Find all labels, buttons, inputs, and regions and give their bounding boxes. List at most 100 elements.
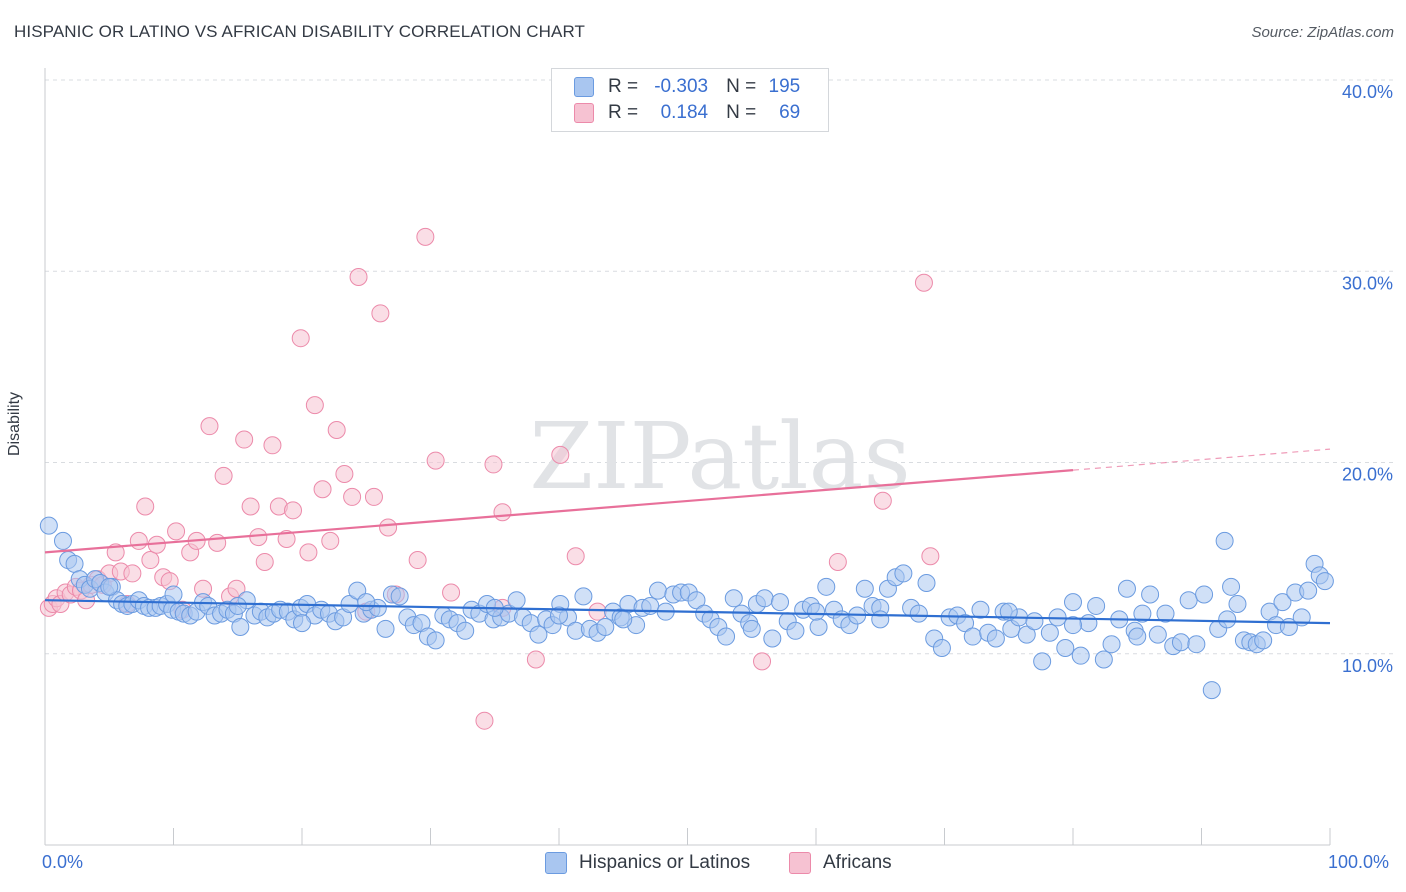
african-point	[828, 552, 847, 571]
hispanic-point	[164, 585, 183, 604]
hispanic-point	[228, 596, 247, 615]
gridlines	[45, 79, 1395, 655]
hispanic-point	[1195, 585, 1214, 604]
x-tick-label-max: 100.0%	[1328, 852, 1390, 872]
x-tick-label-min: 0.0%	[42, 852, 84, 872]
african-point	[493, 503, 512, 522]
african-point	[566, 547, 585, 566]
hispanic-point	[1079, 614, 1098, 633]
african-trend-extension	[1072, 448, 1331, 471]
hispanic-point	[932, 639, 951, 658]
african-point	[200, 417, 219, 436]
y-tick-label: 10.0%	[1342, 656, 1393, 676]
african-point	[371, 304, 390, 323]
african-point	[349, 267, 368, 286]
hispanic-point	[1071, 646, 1090, 665]
n-value-hispanic: 195	[768, 76, 801, 97]
hispanic-point	[100, 577, 119, 596]
hispanic-point	[550, 606, 568, 625]
hispanic-point	[1025, 612, 1044, 631]
african-point	[313, 480, 332, 499]
hispanic-point	[742, 619, 761, 638]
hispanic-point	[1228, 595, 1247, 614]
african-point	[426, 451, 445, 470]
hispanic-point	[971, 600, 990, 619]
hispanic-point	[894, 564, 913, 583]
hispanic-point	[763, 629, 782, 648]
african-points	[39, 227, 940, 730]
african-point	[136, 497, 155, 516]
legend-item-african[interactable]: Africans	[789, 852, 892, 874]
r-value-hispanic: -0.303	[654, 76, 709, 97]
african-legend-icon	[789, 852, 811, 874]
hispanic-point	[855, 579, 874, 598]
african-point	[167, 522, 186, 541]
hispanic-point	[786, 621, 805, 640]
hispanic-point	[956, 614, 975, 633]
hispanic-point	[1087, 596, 1106, 615]
hispanic-point	[1017, 625, 1036, 644]
hispanic-point	[1179, 591, 1198, 610]
african-point	[335, 464, 354, 483]
legend-row-african: R = 0.184 N = 69	[574, 100, 800, 126]
african-point	[442, 583, 461, 602]
hispanic-point	[909, 604, 928, 623]
hispanic-point	[376, 619, 395, 638]
y-tick-label: 20.0%	[1342, 465, 1393, 485]
hispanic-point	[1156, 604, 1175, 623]
hispanic-legend-icon	[545, 852, 567, 874]
hispanic-point	[1033, 652, 1052, 671]
y-tick-label: 30.0%	[1342, 273, 1393, 293]
hispanic-point	[1171, 633, 1190, 652]
hispanic-point	[390, 587, 409, 606]
y-tick-labels: 10.0% 20.0% 30.0% 40.0%	[1342, 82, 1393, 676]
n-label: N =	[726, 76, 757, 97]
hispanic-point	[1040, 623, 1059, 642]
trend-lines	[44, 448, 1331, 625]
y-tick-label: 40.0%	[1342, 82, 1393, 102]
n-label: N =	[726, 102, 757, 123]
hispanic-point	[1117, 579, 1136, 598]
hispanic-point	[755, 589, 774, 608]
legend-item-hispanic[interactable]: Hispanics or Latinos	[545, 852, 750, 874]
african-point	[408, 551, 427, 570]
hispanic-point	[293, 614, 311, 633]
african-trend-line	[44, 469, 1074, 554]
hispanic-point	[817, 577, 836, 596]
hispanic-point	[1299, 581, 1318, 600]
r-label: R =	[608, 76, 639, 97]
african-point	[299, 543, 318, 562]
hispanic-point	[231, 617, 250, 636]
african-point	[241, 497, 260, 516]
r-label: R =	[608, 102, 639, 123]
hispanic-point	[724, 589, 743, 608]
hispanic-trend-line	[44, 599, 1331, 625]
african-point	[129, 531, 148, 550]
hispanic-point	[426, 631, 445, 650]
african-point	[277, 530, 296, 548]
hispanic-point	[614, 610, 633, 629]
african-point	[141, 551, 160, 570]
hispanic-point	[809, 617, 828, 636]
hispanic-point	[529, 625, 548, 644]
chart-title: HISPANIC OR LATINO VS AFRICAN DISABILITY…	[14, 22, 585, 41]
hispanic-point	[1218, 610, 1237, 629]
legend-label-hispanic: Hispanics or Latinos	[579, 852, 751, 873]
african-point	[235, 430, 254, 449]
african-point	[484, 455, 503, 474]
hispanic-swatch-icon	[574, 77, 594, 97]
hispanic-point	[917, 573, 936, 592]
african-point	[249, 528, 268, 547]
r-value-african: 0.184	[660, 102, 709, 123]
hispanic-point	[357, 593, 376, 612]
hispanic-point	[1148, 625, 1167, 644]
legend-row-hispanic: R = -0.303 N = 195	[574, 74, 800, 100]
axes	[44, 68, 1331, 846]
hispanic-point	[507, 591, 526, 610]
hispanic-point	[986, 629, 1005, 648]
hispanic-point	[65, 554, 84, 573]
n-value-african: 69	[779, 102, 801, 123]
hispanic-point	[1094, 650, 1113, 669]
hispanic-point	[1128, 627, 1147, 646]
african-point	[416, 227, 435, 246]
